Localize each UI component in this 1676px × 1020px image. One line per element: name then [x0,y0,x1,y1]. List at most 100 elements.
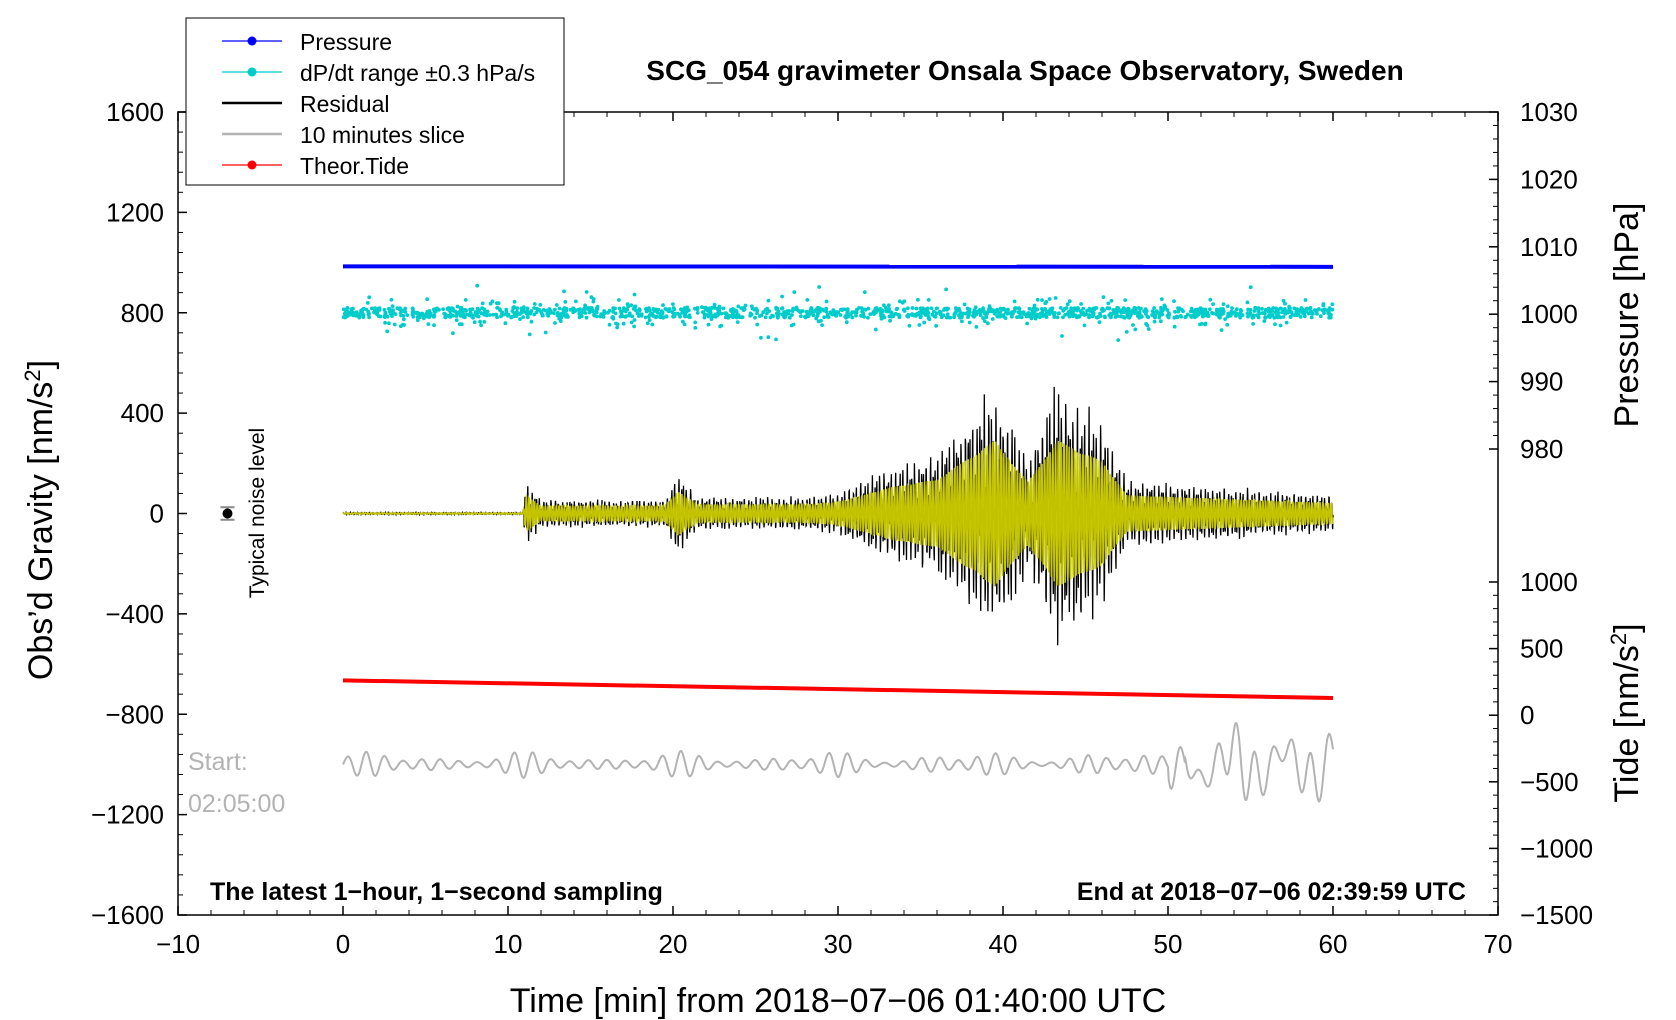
dpdt-point [850,310,855,315]
dpdt-point [594,314,599,319]
dpdt-point [411,309,416,314]
dpdt-point [629,320,634,325]
dpdt-point [888,318,892,323]
dpdt-point [1079,302,1083,306]
dpdt-point [822,315,826,320]
dpdt-point [437,307,441,312]
x-tick-label: 60 [1319,929,1348,959]
dpdt-point [1012,299,1017,304]
dpdt-point [1155,310,1160,315]
dpdt-point [1229,309,1234,314]
dpdt-point [557,306,562,311]
dpdt-point [817,285,822,289]
dpdt-point [1256,308,1261,313]
dpdt-point [361,315,366,319]
dpdt-point [591,299,596,304]
dpdt-point [910,306,915,310]
dpdt-point [734,314,739,319]
slice-start-time: 02:05:00 [188,790,285,818]
dpdt-point [497,307,502,312]
x-tick-label: 0 [336,929,350,959]
dpdt-point [723,311,728,316]
dpdt-point [472,320,477,325]
dpdt-point [1109,298,1114,303]
dpdt-point [583,311,588,315]
dpdt-point [1091,307,1096,312]
dpdt-point [935,306,939,311]
dpdt-point [987,304,992,308]
dpdt-point [765,306,770,311]
dpdt-point [351,306,355,311]
dpdt-point [602,311,607,316]
dpdt-point [1178,314,1183,318]
y-tick-label: −1600 [91,900,164,930]
dpdt-point [918,315,923,320]
dpdt-point [663,307,668,311]
dpdt-point [647,306,651,310]
dpdt-point [1204,313,1209,318]
dpdt-point [494,312,498,317]
dpdt-point [789,323,794,328]
dpdt-point [491,312,496,317]
dpdt-point [587,310,592,315]
dpdt-point [776,314,780,319]
dpdt-point [988,308,993,313]
pressure-tick-label: 990 [1520,367,1563,397]
dpdt-point [563,300,568,304]
dpdt-point [1235,307,1239,312]
dpdt-point [787,315,792,320]
dpdt-point [540,311,544,316]
tide-tick-label: −500 [1520,767,1579,797]
dpdt-point [1098,314,1103,318]
annotation-end-time: End at 2018−07−06 02:39:59 UTC [1077,878,1466,906]
dpdt-point [463,298,468,302]
dpdt-point [1125,313,1130,317]
dpdt-point [1330,302,1335,307]
dpdt-point [504,309,509,314]
dpdt-point [1175,314,1179,319]
dpdt-point [583,303,587,308]
dpdt-point [693,306,697,311]
dpdt-point [658,315,663,320]
dpdt-point [1287,307,1292,312]
x-tick-label: 70 [1484,929,1513,959]
dpdt-point [648,312,653,317]
dpdt-point [528,311,533,316]
dpdt-point [1268,314,1272,318]
dpdt-point [632,318,637,322]
dpdt-point [474,313,479,318]
dpdt-point [674,311,679,316]
dpdt-point [1067,309,1071,314]
dpdt-point [454,318,459,322]
y-tick-label: −1200 [91,800,164,830]
dpdt-point [1152,319,1157,324]
dpdt-point [1088,309,1093,313]
dpdt-point [1223,317,1227,321]
dpdt-point [558,319,563,323]
dpdt-point [1040,311,1044,316]
dpdt-point [1044,315,1049,319]
dpdt-point [365,301,370,305]
dpdt-point [717,304,722,309]
dpdt-point [1075,308,1079,313]
dpdt-point [1118,308,1123,313]
y-axis-tide: 1000 500 0 −500 −1000 −1500 [1489,567,1593,930]
chart-title: SCG_054 gravimeter Onsala Space Observat… [646,55,1403,86]
dpdt-point [543,308,548,313]
dpdt-point [617,298,621,302]
dpdt-point [399,313,403,318]
dpdt-point [1315,311,1319,316]
dpdt-point [1248,311,1253,316]
dpdt-point [1230,306,1234,310]
dpdt-point [411,314,416,319]
dpdt-point [1172,299,1176,303]
dpdt-point [637,307,642,312]
dpdt-point [623,308,628,312]
dpdt-point [917,323,922,327]
dpdt-point [403,310,408,314]
dpdt-point [1191,313,1196,318]
dpdt-point [617,306,622,311]
dpdt-point [1176,309,1181,314]
dpdt-point [529,319,534,324]
dpdt-point [743,303,748,308]
